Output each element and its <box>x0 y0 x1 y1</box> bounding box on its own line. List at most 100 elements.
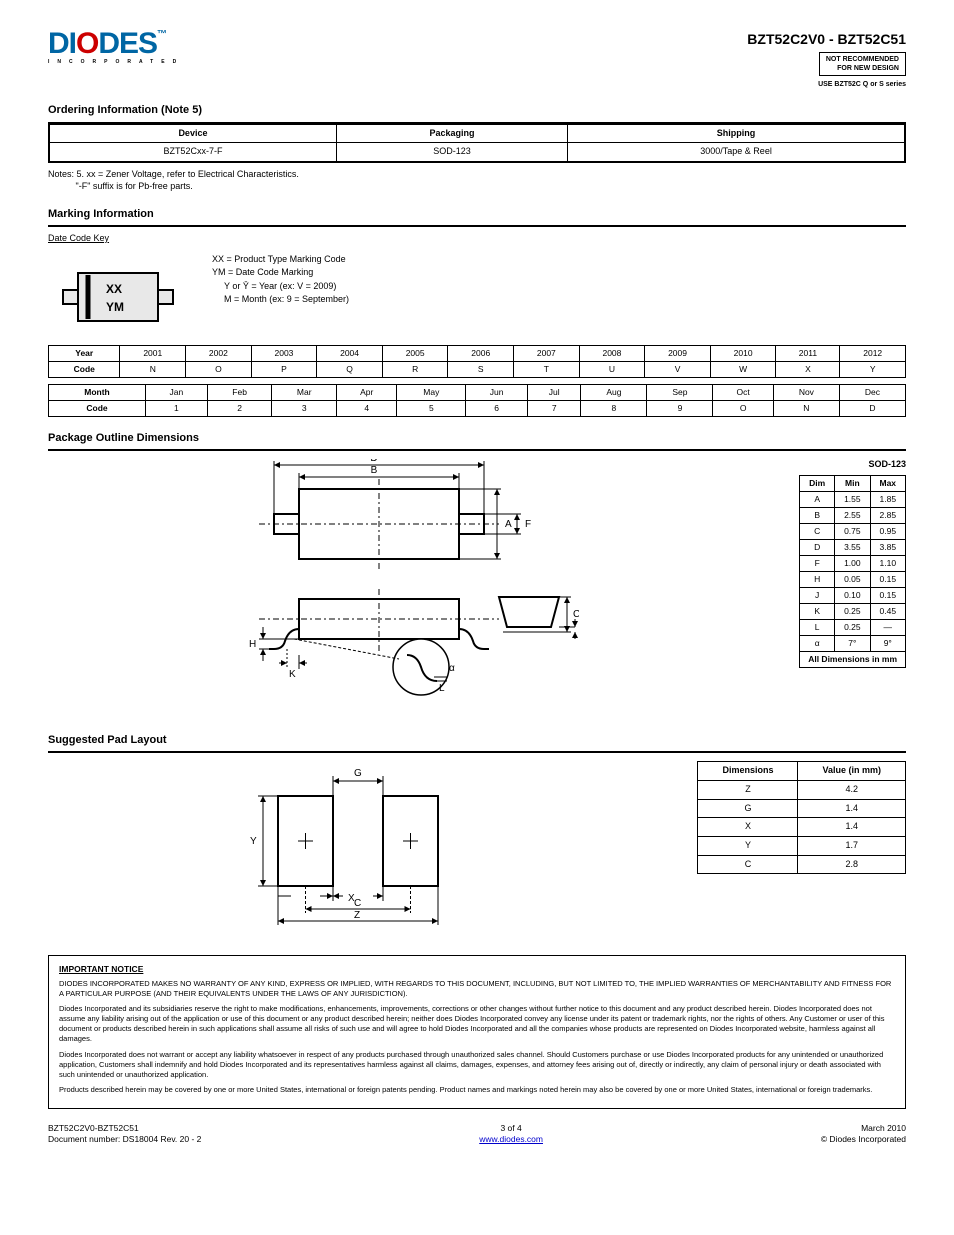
order-cell: 3000/Tape & Reel <box>568 143 905 162</box>
disclaimer-p4: Products described herein may be covered… <box>59 1085 895 1095</box>
dim-hdr: Max <box>870 475 905 491</box>
outline-title: Package Outline Dimensions <box>48 431 906 445</box>
mk-cell: P <box>251 361 317 377</box>
marking-date-code-key: Date Code Key <box>48 233 109 243</box>
footprint-table: DimensionsValue (in mm) Z4.2 G1.4 X1.4 Y… <box>697 761 906 874</box>
fp-hdr: Value (in mm) <box>798 762 906 781</box>
marking-diagram: XX YM <box>48 263 188 333</box>
logo-wordmark: DIODES™ <box>48 30 184 57</box>
dim-cell: α <box>800 636 835 652</box>
dim-cell: 3.55 <box>835 539 870 555</box>
svg-text:G: G <box>354 768 362 779</box>
svg-text:A: A <box>505 519 512 530</box>
footprint-title: Suggested Pad Layout <box>48 733 906 747</box>
dim-cell: 1.00 <box>835 555 870 571</box>
header-right: BZT52C2V0 - BZT52C51 NOT RECOMMENDED FOR… <box>747 30 906 89</box>
dim-cell: 0.05 <box>835 571 870 587</box>
mk-cell: Oct <box>713 384 773 400</box>
footer-page: 3 of 4 <box>479 1123 543 1134</box>
status-line2: FOR NEW DESIGN <box>826 64 899 73</box>
footer-copyright: © Diodes Incorporated <box>821 1134 906 1145</box>
mk-cell: Jan <box>145 384 207 400</box>
dim-cell: 0.95 <box>870 523 905 539</box>
mk-cell: 9 <box>647 400 713 416</box>
mk-cell: N <box>773 400 839 416</box>
mk-cell: Sep <box>647 384 713 400</box>
dim-cell: K <box>800 604 835 620</box>
fp-cell: 1.7 <box>798 837 906 856</box>
dim-cell: 9° <box>870 636 905 652</box>
page-footer: BZT52C2V0-BZT52C51 Document number: DS18… <box>48 1123 906 1145</box>
marking-legend: XX = Product Type Marking Code YM = Date… <box>212 253 349 307</box>
svg-text:XX: XX <box>106 282 122 296</box>
mk-cell: 2012 <box>840 345 906 361</box>
mk-cell: 2002 <box>186 345 252 361</box>
fp-cell: Z <box>698 780 798 799</box>
footer-left: BZT52C2V0-BZT52C51 Document number: DS18… <box>48 1123 201 1145</box>
mk-cell: Aug <box>581 384 647 400</box>
svg-text:K: K <box>289 669 296 680</box>
dim-cell: J <box>800 588 835 604</box>
disclaimer-title: IMPORTANT NOTICE <box>59 964 895 975</box>
mk-hdr: Month <box>49 384 146 400</box>
dim-cell: B <box>800 507 835 523</box>
svg-text:H: H <box>249 639 256 650</box>
fp-cell: 1.4 <box>798 799 906 818</box>
mk-hdr: Year <box>49 345 120 361</box>
page-header: DIODES™ INCORPORATED BZT52C2V0 - BZT52C5… <box>48 30 906 89</box>
dim-cell: 0.75 <box>835 523 870 539</box>
footer-center: 3 of 4 www.diodes.com <box>479 1123 543 1145</box>
mk-cell: Dec <box>839 384 905 400</box>
footer-link[interactable]: www.diodes.com <box>479 1134 543 1144</box>
ordering-table: Device Packaging Shipping BZT52Cxx-7-F S… <box>49 124 905 162</box>
mk-cell: Jul <box>528 384 581 400</box>
dim-cell: 0.15 <box>870 588 905 604</box>
marking-table-year: Year 20012002200320042005200620072008200… <box>48 345 906 378</box>
fp-cell: 2.8 <box>798 855 906 874</box>
mk-cell: 2003 <box>251 345 317 361</box>
mk-cell: X <box>776 361 840 377</box>
mk-cell: R <box>382 361 448 377</box>
dim-cell: H <box>800 571 835 587</box>
pkg-caption: SOD-123 <box>799 459 906 471</box>
svg-text:B: B <box>370 465 377 476</box>
dim-cell: 3.85 <box>870 539 905 555</box>
dim-cell: 2.85 <box>870 507 905 523</box>
mk-cell: N <box>120 361 186 377</box>
outline-dim-table-wrap: SOD-123 DimMinMax A1.551.85 B2.552.85 C0… <box>799 459 906 668</box>
mk-cell: 2008 <box>579 345 645 361</box>
mk-cell: Apr <box>337 384 397 400</box>
mk-cell: 2010 <box>710 345 776 361</box>
dim-cell: 1.85 <box>870 491 905 507</box>
svg-text:L: L <box>439 683 445 694</box>
legend-y: Y or Ȳ = Year (ex: V = 2009) <box>212 280 349 294</box>
mk-cell: 2 <box>207 400 272 416</box>
status-line1: NOT RECOMMENDED <box>826 55 899 64</box>
mk-cell: D <box>839 400 905 416</box>
mk-cell: 2004 <box>317 345 383 361</box>
logo-subtitle: INCORPORATED <box>48 59 184 66</box>
footer-part: BZT52C2V0-BZT52C51 <box>48 1123 201 1134</box>
mk-cell: Jun <box>466 384 528 400</box>
mk-cell: 2001 <box>120 345 186 361</box>
status-box: NOT RECOMMENDED FOR NEW DESIGN <box>819 52 906 76</box>
footer-right: March 2010 © Diodes Incorporated <box>821 1123 906 1145</box>
legend-ym: YM = Date Code Marking <box>212 266 349 280</box>
mk-cell: Mar <box>272 384 337 400</box>
order-hdr-shipping: Shipping <box>568 124 905 143</box>
mk-cell: 2007 <box>514 345 580 361</box>
ordering-note: Notes: 5. xx = Zener Voltage, refer to E… <box>48 169 906 192</box>
ordering-table-wrap: Device Packaging Shipping BZT52Cxx-7-F S… <box>48 122 906 163</box>
svg-text:α: α <box>449 663 455 674</box>
disclaimer-p2: Diodes Incorporated and its subsidiaries… <box>59 1004 895 1045</box>
svg-text:C: C <box>354 898 361 909</box>
fp-hdr: Dimensions <box>698 762 798 781</box>
disclaimer-box: IMPORTANT NOTICE DIODES INCORPORATED MAK… <box>48 955 906 1109</box>
mk-cell: 2011 <box>776 345 840 361</box>
svg-text:Y: Y <box>250 836 257 847</box>
mk-cell: Y <box>840 361 906 377</box>
svg-text:Z: Z <box>354 910 360 921</box>
dim-cell: 7° <box>835 636 870 652</box>
mk-cell: W <box>710 361 776 377</box>
mk-cell: 1 <box>145 400 207 416</box>
